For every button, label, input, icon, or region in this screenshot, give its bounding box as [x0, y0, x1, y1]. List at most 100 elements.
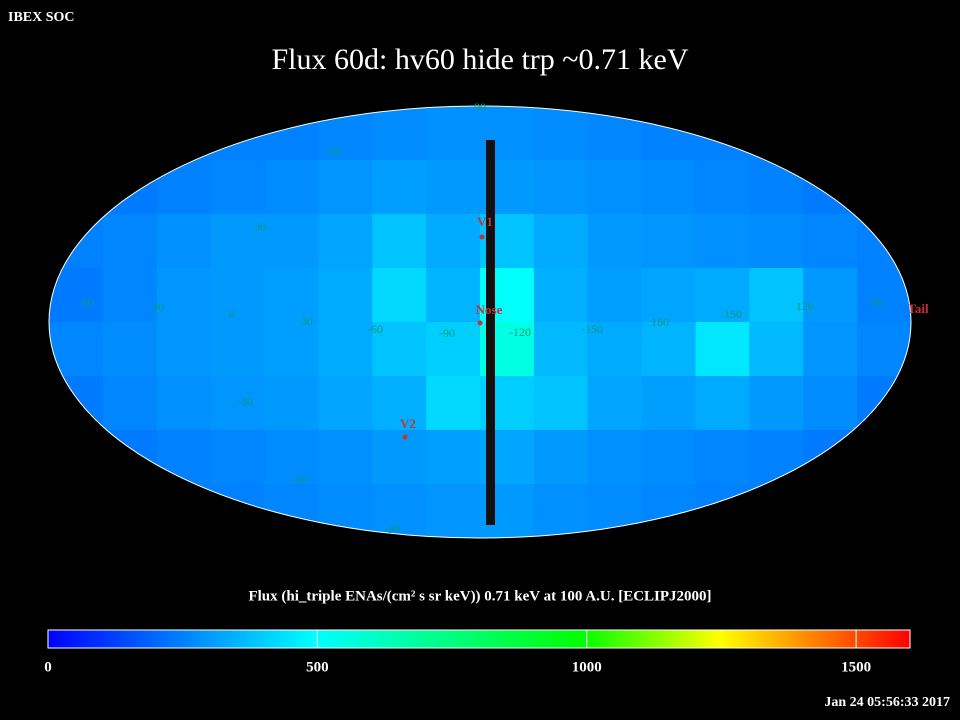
heat-cell	[210, 430, 265, 485]
heat-cell	[156, 484, 212, 538]
heat-cell	[49, 430, 104, 485]
heat-cell	[587, 322, 643, 377]
heat-cell	[156, 106, 212, 161]
heat-cell	[49, 214, 104, 269]
heat-cell	[210, 160, 265, 215]
heat-cell	[156, 430, 212, 485]
colorbar	[47, 629, 911, 649]
heat-cell	[695, 214, 750, 269]
map-outline	[48, 105, 912, 539]
heat-cell	[641, 160, 696, 215]
heat-cell	[156, 214, 212, 269]
heat-cell	[426, 430, 481, 485]
heat-cell	[641, 376, 696, 431]
heat-cell	[156, 322, 212, 377]
heat-cell	[803, 160, 858, 215]
heat-cell	[695, 268, 750, 323]
heat-cell	[803, 268, 858, 323]
marker-dot	[402, 434, 408, 440]
heat-cell	[587, 214, 643, 269]
heat-cell	[264, 106, 319, 161]
heat-cell	[749, 106, 804, 161]
heat-cell	[210, 268, 265, 323]
colorbar-label: Flux (hi_triple ENAs/(cm² s sr keV)) 0.7…	[248, 588, 711, 604]
heat-cell	[803, 376, 858, 431]
colorbar-tick-label: 0	[44, 659, 52, 675]
heat-cell	[102, 322, 158, 377]
marker-label: Tail	[907, 301, 929, 316]
heat-cell	[695, 106, 750, 161]
heat-cell	[102, 484, 158, 538]
heat-cell	[533, 106, 589, 161]
heat-cell	[533, 160, 589, 215]
corner-label: IBEX SOC	[8, 10, 75, 25]
heat-cell	[210, 484, 265, 538]
heat-cell	[102, 106, 158, 161]
heat-cell	[102, 214, 158, 269]
map	[49, 106, 911, 538]
colorbar-tick-label: 500	[306, 659, 329, 675]
heat-cell	[857, 214, 911, 269]
heat-cell	[857, 160, 911, 215]
heat-cell	[803, 484, 858, 538]
heat-cell	[426, 106, 481, 161]
heat-cell	[49, 484, 104, 538]
heat-cell	[102, 268, 158, 323]
lat-label: -90	[384, 522, 400, 536]
heat-cell	[749, 376, 804, 431]
heat-cell	[749, 268, 804, 323]
lon-label: -120	[509, 325, 531, 339]
heat-cell	[533, 430, 589, 485]
lon-label: 120	[796, 299, 814, 313]
heat-cell	[426, 214, 481, 269]
heat-cell	[857, 430, 911, 485]
heat-cell	[372, 484, 427, 538]
heat-cell	[803, 106, 858, 161]
heat-cell	[372, 214, 427, 269]
heat-cell	[803, 214, 858, 269]
timestamp: Jan 24 05:56:33 2017	[824, 695, 950, 710]
heat-cell	[533, 376, 589, 431]
lat-label: -60	[292, 472, 308, 486]
heat-cell	[318, 322, 373, 377]
heat-cell	[318, 430, 373, 485]
heat-cell	[264, 430, 319, 485]
heat-cell	[318, 214, 373, 269]
heat-cell	[318, 160, 373, 215]
heat-cell	[49, 322, 104, 377]
heat-cell	[857, 484, 911, 538]
lon-label: 90	[871, 295, 883, 309]
heat-cell	[210, 214, 265, 269]
colorbar-tick-label: 1500	[841, 659, 871, 675]
heat-cell	[587, 430, 643, 485]
marker-label: V2	[400, 416, 416, 431]
heat-cell	[156, 376, 212, 431]
heat-cell	[641, 268, 696, 323]
heat-cell	[587, 268, 643, 323]
heat-cell	[749, 160, 804, 215]
lat-label: -30	[237, 394, 253, 408]
lon-label: 30	[152, 300, 164, 314]
heat-cell	[533, 484, 589, 538]
heat-cell	[857, 376, 911, 431]
lon-label: 180	[651, 315, 669, 329]
heat-cell	[587, 160, 643, 215]
heat-cell	[264, 160, 319, 215]
heat-cell	[533, 214, 589, 269]
lon-label: -90	[439, 326, 455, 340]
heat-cell	[426, 322, 481, 377]
heat-cell	[857, 106, 911, 161]
heat-cell	[210, 376, 265, 431]
lat-label: 90	[474, 100, 486, 114]
heat-cell	[803, 322, 858, 377]
heat-cell	[749, 484, 804, 538]
heat-cell	[102, 160, 158, 215]
heat-cell	[156, 160, 212, 215]
lat-label: 60	[329, 144, 341, 158]
heat-cell	[695, 376, 750, 431]
marker-label: Nose	[476, 302, 503, 317]
heat-cell	[318, 376, 373, 431]
heat-cell	[533, 268, 589, 323]
heat-cell	[533, 322, 589, 377]
